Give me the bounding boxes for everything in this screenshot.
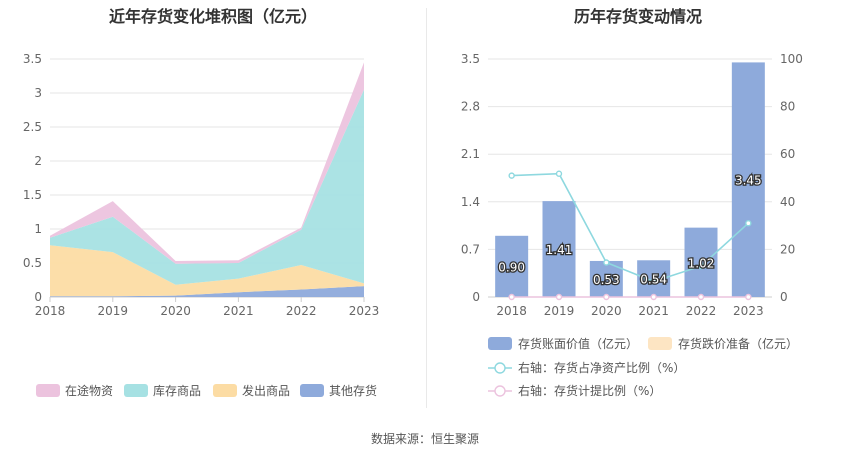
left-axis-tick-label: 1.4 bbox=[461, 195, 480, 209]
left-legend-swatch bbox=[124, 384, 148, 397]
left-chart-title: 近年存货变化堆积图（亿元） bbox=[108, 7, 317, 26]
bar-value-label: 0.53 bbox=[593, 273, 620, 287]
left-axis-tick-label: 0 bbox=[472, 290, 480, 304]
bar-value-label: 1.41 bbox=[546, 243, 573, 257]
left-axis-tick-label: 0.7 bbox=[461, 242, 480, 256]
left-y-tick-label: 0.5 bbox=[23, 256, 42, 270]
right-axis-tick-label: 100 bbox=[780, 52, 803, 66]
bar-value-label: 1.02 bbox=[688, 256, 715, 270]
left-y-tick-label: 2 bbox=[34, 154, 42, 168]
left-axis-tick-label: 2.1 bbox=[461, 147, 480, 161]
right-axis-tick-label: 0 bbox=[780, 290, 788, 304]
bar-inventory-value bbox=[589, 260, 623, 297]
right-axis-tick-label: 80 bbox=[780, 100, 795, 114]
line-point bbox=[697, 293, 705, 301]
line-point bbox=[603, 293, 610, 301]
bar-inventory-value bbox=[731, 62, 765, 298]
line-point bbox=[745, 293, 752, 301]
left-y-tick-label: 3.5 bbox=[23, 52, 42, 66]
data-source: 数据来源：恒生聚源 bbox=[370, 432, 479, 446]
stacked-area-chart: 0 0.5 1 1.5 2 2.5 3 3.5 2018 2019 2020 2021 2022 2023… bbox=[23, 52, 379, 398]
left-legend-swatch bbox=[213, 384, 237, 397]
line-point bbox=[508, 172, 515, 179]
right-legend-swatch bbox=[648, 337, 672, 350]
left-x-tick-label: 2020 bbox=[160, 304, 191, 318]
line-point bbox=[555, 293, 563, 301]
right-legend-label: 存货跌价准备（亿元） bbox=[678, 336, 798, 351]
right-axis-tick-label: 20 bbox=[780, 242, 795, 256]
left-y-tick-label: 3 bbox=[34, 86, 42, 100]
right-legend-label: 存货账面价值（亿元） bbox=[518, 336, 638, 351]
line-point bbox=[650, 278, 657, 285]
bar-value-label: 3.45 bbox=[735, 174, 762, 188]
right-legend-marker bbox=[494, 362, 506, 374]
left-x-tick-label: 2018 bbox=[35, 304, 66, 318]
bar-inventory-value bbox=[542, 201, 576, 297]
left-y-tick-label: 1.5 bbox=[23, 188, 42, 202]
area-series-库存商品 bbox=[50, 89, 364, 285]
area-series-发出商品 bbox=[50, 245, 364, 297]
chart-divider bbox=[426, 8, 427, 408]
right-legend: 存货账面价值（亿元） 存货跌价准备（亿元） 右轴：存货占净资产比例（%） 右轴：存货计… bbox=[488, 336, 798, 398]
right-x-tick-label: 2021 bbox=[638, 304, 669, 318]
bar-value-label: 0.90 bbox=[498, 260, 525, 274]
line-point bbox=[555, 170, 563, 177]
line-point bbox=[697, 262, 705, 270]
left-x-tick-label: 2019 bbox=[98, 304, 129, 318]
right-legend-label: 右轴：存货占净资产比例（%） bbox=[518, 360, 685, 375]
line-point bbox=[508, 293, 515, 301]
right-x-tick-label: 2022 bbox=[686, 304, 717, 318]
left-x-tick-label: 2021 bbox=[223, 304, 254, 318]
left-legend-swatch bbox=[300, 384, 324, 397]
right-x-tick-label: 2019 bbox=[544, 304, 575, 318]
line-point bbox=[603, 259, 610, 266]
left-y-tick-label: 1 bbox=[34, 222, 42, 236]
line-point bbox=[650, 293, 657, 301]
left-y-tick-label: 0 bbox=[34, 290, 42, 304]
right-legend-swatch bbox=[488, 337, 512, 350]
left-legend-label: 其他存货 bbox=[329, 383, 377, 398]
left-x-tick-label: 2022 bbox=[286, 304, 317, 318]
left-axis-tick-label: 2.8 bbox=[461, 100, 480, 114]
left-legend-label: 在途物资 bbox=[65, 383, 113, 398]
left-x-tick-label: 2023 bbox=[349, 304, 380, 318]
bar-inventory-value bbox=[637, 260, 671, 297]
line-series-右轴：存货占净资产比例（%） bbox=[511, 172, 749, 283]
right-x-tick-label: 2023 bbox=[733, 304, 764, 318]
left-legend-label: 发出商品 bbox=[242, 383, 290, 398]
right-legend-label: 右轴：存货计提比例（%） bbox=[518, 383, 661, 398]
left-axis-tick-label: 3.5 bbox=[461, 52, 480, 66]
right-chart-title: 历年存货变动情况 bbox=[573, 7, 702, 26]
bar-value-label: 0.54 bbox=[640, 273, 667, 287]
left-y-tick-label: 2.5 bbox=[23, 120, 42, 134]
right-x-tick-label: 2018 bbox=[496, 304, 527, 318]
area-series-其他存货 bbox=[50, 286, 364, 297]
line-point bbox=[745, 220, 752, 227]
bar-inventory-value bbox=[684, 227, 718, 297]
left-axes: 0 0.5 1 1.5 2 2.5 3 3.5 2018 2019 2020 2021 2022 2023 bbox=[23, 52, 379, 318]
right-legend-marker bbox=[494, 385, 506, 397]
right-axes: 0 0.7 1.4 2.1 2.8 3.5 0 20 40 60 80 100 2018 2019 2020… bbox=[461, 52, 803, 318]
left-legend-swatch bbox=[36, 384, 60, 397]
bar-inventory-value bbox=[495, 235, 529, 297]
right-axis-tick-label: 40 bbox=[780, 195, 795, 209]
right-x-tick-label: 2020 bbox=[591, 304, 622, 318]
right-axis-tick-label: 60 bbox=[780, 147, 795, 161]
left-legend-label: 库存商品 bbox=[153, 383, 201, 398]
left-legend: 在途物资 库存商品 发出商品 其他存货 bbox=[36, 383, 377, 398]
